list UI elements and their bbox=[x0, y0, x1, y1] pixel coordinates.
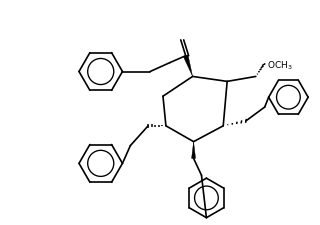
Polygon shape bbox=[192, 142, 196, 159]
Text: OCH$_3$: OCH$_3$ bbox=[267, 59, 292, 72]
Polygon shape bbox=[183, 56, 193, 77]
